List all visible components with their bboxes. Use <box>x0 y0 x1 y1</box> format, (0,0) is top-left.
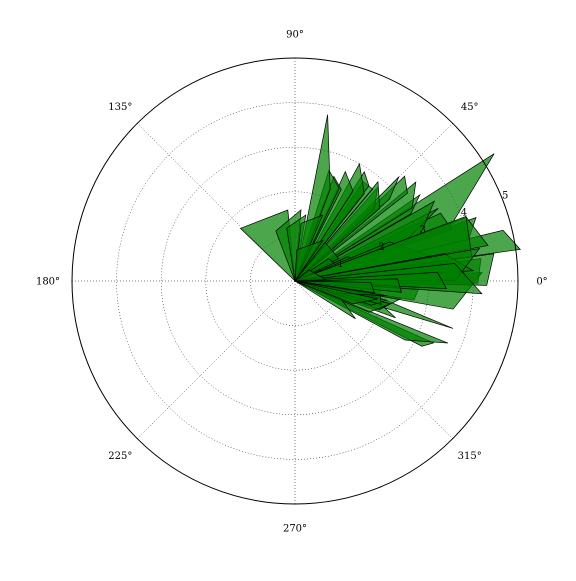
data-polygon-3 <box>294 280 449 344</box>
data-layer <box>239 114 521 347</box>
data-polygon-53 <box>293 269 328 282</box>
r-tick-label-5: 5 <box>502 191 508 202</box>
theta-grid-line-225 <box>137 280 296 439</box>
theta-tick-label-90: 90° <box>286 30 304 41</box>
label-layer: 0° 45° 90° 135° 180° 225° 270° 315° 1 2 3 4 5 <box>36 30 548 535</box>
r-tick-label-1: 1 <box>337 259 343 270</box>
theta-tick-label-0: 0° <box>536 277 547 288</box>
theta-grid-line-315 <box>294 280 453 439</box>
data-polygon-52 <box>294 280 378 305</box>
theta-tick-label-225: 225° <box>108 451 132 462</box>
data-polygon-37 <box>294 239 324 283</box>
theta-tick-label-135: 135° <box>108 102 132 113</box>
theta-tick-label-45: 45° <box>461 102 479 113</box>
theta-tick-label-315: 315° <box>458 451 482 462</box>
r-tick-label-3: 3 <box>420 225 426 236</box>
r-tick-label-4: 4 <box>461 208 467 219</box>
r-tick-label-2: 2 <box>378 242 384 253</box>
polar-frame <box>71 57 519 505</box>
theta-tick-label-270: 270° <box>283 524 307 535</box>
theta-tick-label-180: 180° <box>36 277 60 288</box>
frame-layer <box>71 57 519 505</box>
theta-grid-line-135 <box>137 123 296 282</box>
